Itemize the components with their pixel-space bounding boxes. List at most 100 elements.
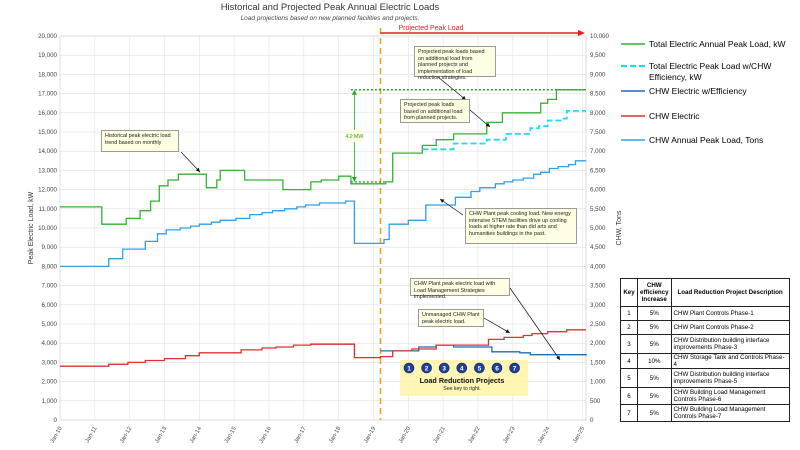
chart-title: Historical and Projected Peak Annual Ele…: [221, 2, 440, 13]
y2-tick-label: 5,000: [590, 225, 606, 232]
lrp-marker-7: [509, 362, 520, 374]
key-cell: 5%: [637, 320, 672, 335]
lrp-marker-6: [491, 362, 503, 374]
y2-tick-label: 1,500: [590, 359, 606, 366]
x-tick-label: Jan-16: [259, 426, 273, 444]
y2-axis-label: CHW, Tons: [616, 210, 623, 245]
y2-tick-label: 7,500: [590, 129, 606, 136]
lrp-marker-2: [421, 362, 432, 374]
x-tick-label: Jan-14: [189, 425, 203, 444]
series-line-1: [422, 110, 586, 151]
mw-label: 4.2 MW: [345, 134, 363, 140]
annotation-pointer-head: [556, 355, 560, 360]
lrp-marker-label: 2: [425, 365, 429, 372]
lrp-marker-label: 7: [513, 365, 517, 372]
y-tick-label: 11,000: [39, 206, 58, 213]
key-cell: 10%: [637, 353, 672, 369]
key-cell: 4: [620, 353, 638, 369]
mw-bracket: 4.2 MW: [345, 89, 586, 183]
annotation-pointer-head: [485, 122, 490, 127]
x-tick-label: Jan-23: [503, 426, 517, 444]
key-cell: 6: [620, 387, 638, 405]
key-cell: 5%: [637, 334, 672, 354]
y-tick-label: 12,000: [38, 187, 57, 194]
annotation-pointer: [437, 76, 467, 101]
projected-peak-load-label: Projected Peak Load: [398, 25, 463, 32]
y2-tick-label: 1,000: [590, 379, 606, 386]
key-cell: CHW Building Load Management Controls Ph…: [670, 387, 790, 405]
mw-arrow-bottom: [351, 176, 357, 182]
annotation-chw-plant: CHW Plant peak cooling load. New energy …: [465, 208, 577, 244]
lrp-subtitle: See key to right.: [443, 386, 481, 392]
key-header-key: Key: [620, 278, 638, 307]
annotation-pointer-head: [505, 329, 510, 333]
key-cell: CHW Distribution building interface impr…: [670, 334, 790, 354]
key-cell: CHW Plant Controls Phase-1: [670, 306, 790, 321]
annotation-chw-load-management: CHW Plant peak electric load with Load M…: [410, 278, 510, 300]
key-cell: 5%: [637, 387, 672, 405]
key-cell: 5%: [637, 306, 672, 321]
annotation-arrows: [180, 76, 561, 361]
x-tick-label: Jan-24: [537, 425, 551, 444]
y-tick-label: 5,000: [42, 321, 58, 328]
key-cell: 5%: [637, 404, 672, 422]
lrp-marker-label: 3: [442, 365, 446, 372]
y2-tick-label: 9,500: [590, 52, 606, 59]
y-tick-label: 18,000: [38, 71, 57, 78]
annotation-pointer-head: [461, 95, 466, 100]
y-tick-label: 9,000: [42, 244, 58, 251]
lrp-marker-label: 4: [460, 365, 464, 372]
lrp-marker-1: [403, 362, 415, 374]
y2-tick-label: 4,500: [590, 244, 606, 251]
key-cell: CHW Distribution building interface impr…: [670, 368, 790, 388]
lrp-markers: 1 2 3 4 5 6 7: [400, 360, 528, 396]
annotation-pointer: [509, 287, 561, 361]
series-line-0: [60, 89, 586, 225]
legend-chw-electric-efficiency: CHW Electric w/Efficiency: [649, 86, 747, 96]
y2-tick-label: 2,000: [590, 340, 606, 347]
x-tick-label: Jan-11: [85, 426, 99, 444]
y2-tick-label: 8,000: [590, 110, 606, 117]
y2-tick-label: 10,000: [590, 33, 609, 40]
y2-tick-label: 4,000: [590, 263, 606, 270]
annotation-projected: Projected peak loads based on additional…: [400, 99, 470, 123]
key-cell: 3: [620, 334, 638, 354]
x-tick-label: Jan-25: [572, 426, 586, 444]
mw-label-bg: [345, 129, 364, 142]
x-tick-label: Jan-20: [398, 426, 412, 444]
x-tick-label: Jan-18: [328, 426, 342, 444]
x-tick-label: Jan-17: [294, 426, 308, 444]
y-tick-label: 13,000: [38, 167, 57, 174]
series-line-3: [60, 329, 586, 367]
y-tick-label: 0: [54, 417, 58, 424]
annotation-historical: Historical peak electric load trend base…: [101, 130, 179, 152]
x-tick-label: Jan-13: [154, 426, 168, 444]
y2-tick-label: 5,500: [590, 206, 606, 213]
y2-tick-label: 3,500: [590, 283, 606, 290]
annotation-pointer: [483, 317, 511, 334]
y-tick-label: 17,000: [38, 91, 57, 98]
legend-swatches: [621, 43, 645, 141]
lrp-marker-5: [474, 362, 485, 374]
y-axis-label: Peak Electric Load, kW: [28, 191, 35, 264]
projection-arrow-head: [578, 30, 585, 36]
y2-tick-label: 6,500: [590, 167, 606, 174]
legend-chw-tons: CHW Annual Peak Load, Tons: [649, 135, 764, 145]
projection-marker: Projected Peak Load: [379, 25, 585, 420]
y-tick-label: 6,000: [42, 302, 58, 309]
y-tick-label: 1,000: [42, 398, 58, 405]
mw-arrow-top: [351, 89, 357, 95]
x-tick-label: Jan-21: [433, 426, 447, 444]
key-header-description: Load Reduction Project Description: [670, 278, 790, 307]
series-line-4: [60, 160, 586, 268]
y-tick-label: 10,000: [38, 225, 57, 232]
y2-tick-label: 8,500: [590, 91, 606, 98]
x-tick-label: Jan-22: [468, 426, 482, 444]
key-cell: CHW Plant Controls Phase-2: [670, 320, 790, 335]
annotation-pointer-head: [195, 167, 200, 172]
lrp-marker-label: 6: [495, 365, 499, 372]
y-tick-label: 8,000: [42, 263, 58, 270]
y-tick-label: 15,000: [38, 129, 57, 136]
series-lines: [60, 89, 587, 367]
y-tick-label: 20,000: [38, 33, 57, 40]
